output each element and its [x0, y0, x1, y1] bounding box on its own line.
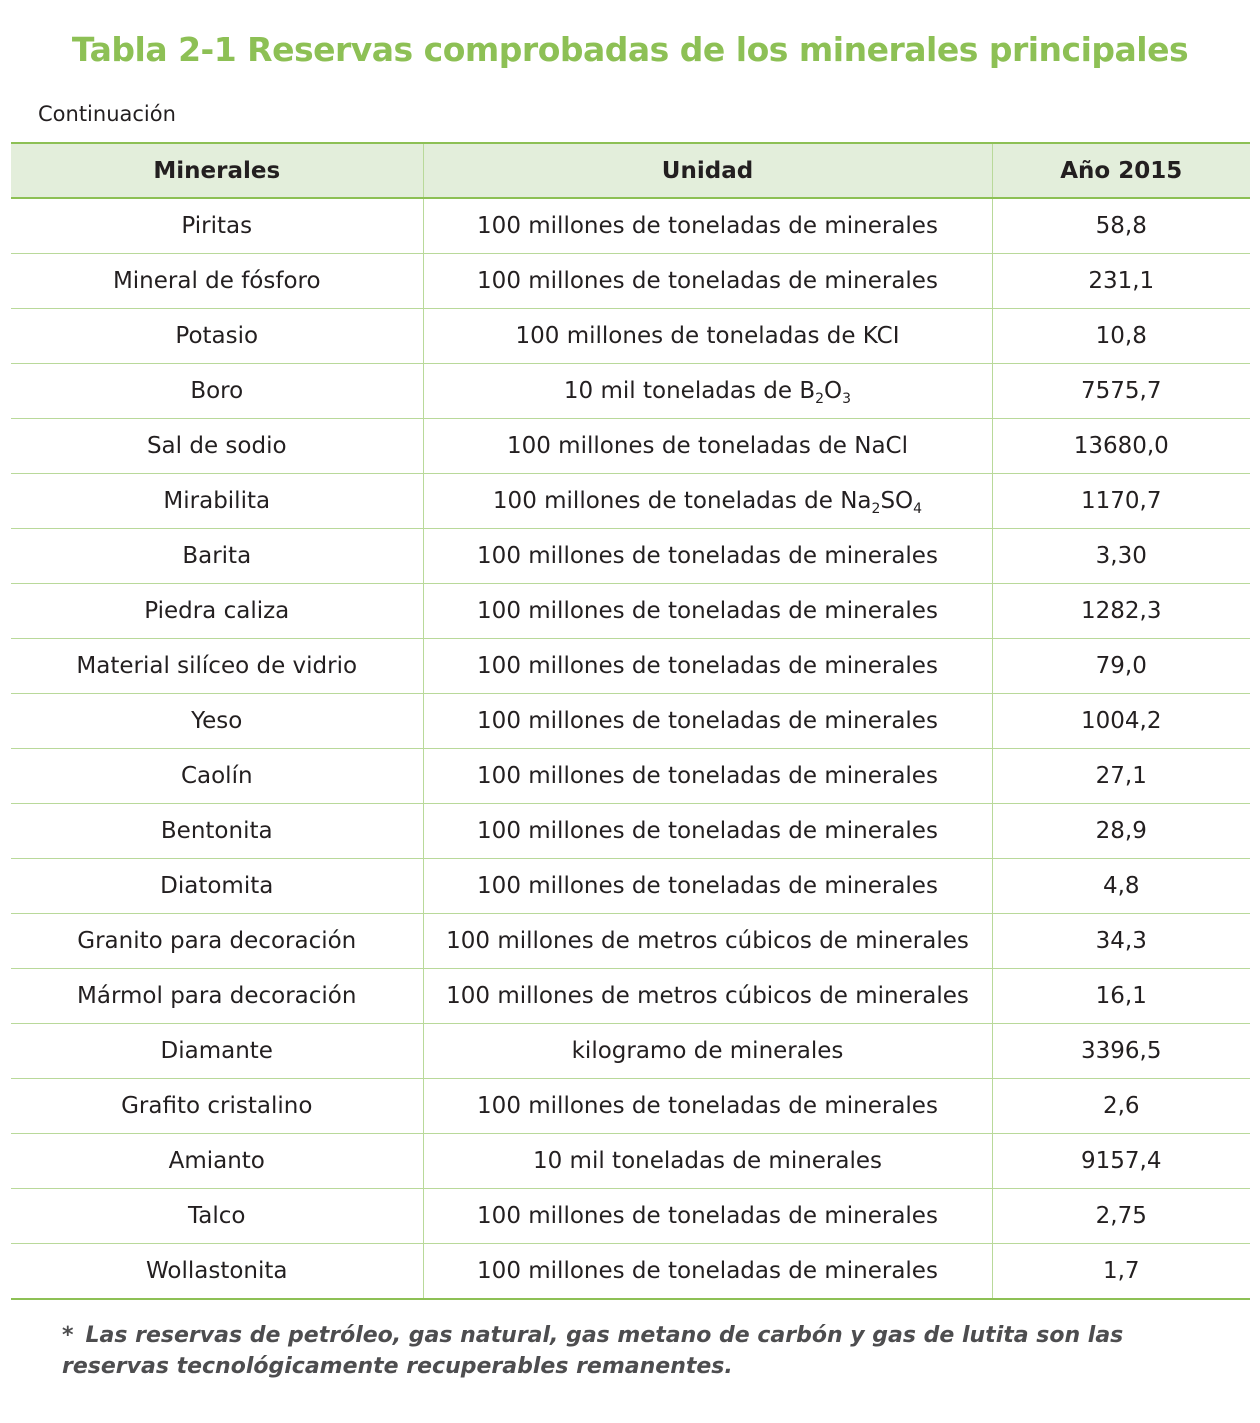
unit-text: O — [824, 378, 843, 404]
cell-mineral: Diamante — [11, 1023, 423, 1079]
cell-unit: 100 millones de toneladas de minerales — [422, 858, 992, 914]
table-row: Boro 10 mil toneladas de B2O3 7575,7 — [11, 363, 1250, 419]
cell-unit: 100 millones de toneladas de NaCl — [422, 418, 992, 474]
footnote: * Las reservas de petróleo, gas natural, … — [62, 1320, 1222, 1382]
table-row: Mineral de fósforo 100 millones de tonela… — [11, 253, 1250, 309]
cell-unit: 100 millones de metros cúbicos de minera… — [422, 913, 992, 969]
cell-value: 16,1 — [991, 968, 1250, 1024]
cell-unit: 100 millones de toneladas de minerales — [422, 803, 992, 859]
cell-value: 13680,0 — [991, 418, 1250, 474]
cell-mineral: Amianto — [11, 1133, 423, 1189]
table-row: Diamante kilogramo de minerales 3396,5 — [11, 1023, 1250, 1079]
cell-unit: 100 millones de toneladas de minerales — [422, 198, 992, 254]
cell-mineral: Barita — [11, 528, 423, 584]
cell-mineral: Piritas — [11, 198, 423, 254]
cell-value: 1004,2 — [991, 693, 1250, 749]
footnote-symbol: * — [62, 1323, 74, 1348]
cell-unit: 100 millones de toneladas de minerales — [422, 253, 992, 309]
table-row: Piedra caliza 100 millones de toneladas d… — [11, 583, 1250, 639]
cell-unit: 100 millones de toneladas de Na2SO4 — [422, 473, 992, 529]
cell-mineral: Wollastonita — [11, 1243, 423, 1300]
cell-value: 34,3 — [991, 913, 1250, 969]
cell-mineral: Yeso — [11, 693, 423, 749]
table-row: Granito para decoración 100 millones de m… — [11, 913, 1250, 969]
table-row: Diatomita 100 millones de toneladas de mi… — [11, 858, 1250, 914]
header-unit: Unidad — [422, 142, 992, 199]
table-row: Talco 100 millones de toneladas de minera… — [11, 1188, 1250, 1244]
cell-value: 58,8 — [991, 198, 1250, 254]
unit-text: SO — [880, 488, 914, 514]
cell-value: 1170,7 — [991, 473, 1250, 529]
cell-unit: 100 millones de toneladas de minerales — [422, 1078, 992, 1134]
cell-value: 10,8 — [991, 308, 1250, 364]
header-year: Año 2015 — [991, 142, 1250, 199]
unit-subscript: 3 — [842, 391, 852, 407]
unit-text: 100 millones de toneladas de Na — [492, 488, 872, 514]
cell-unit: 100 millones de toneladas de KCI — [422, 308, 992, 364]
table-row: Potasio 100 millones de toneladas de KCI 1… — [11, 308, 1250, 364]
cell-value: 231,1 — [991, 253, 1250, 309]
cell-unit: 100 millones de toneladas de minerales — [422, 748, 992, 804]
table-body: Piritas 100 millones de toneladas de mine… — [11, 198, 1250, 1300]
cell-mineral: Potasio — [11, 308, 423, 364]
cell-unit: 10 mil toneladas de minerales — [422, 1133, 992, 1189]
cell-value: 28,9 — [991, 803, 1250, 859]
cell-unit: 100 millones de toneladas de minerales — [422, 528, 992, 584]
table-row: Yeso 100 millones de toneladas de mineral… — [11, 693, 1250, 749]
cell-unit: 100 millones de toneladas de minerales — [422, 693, 992, 749]
unit-subscript: 4 — [913, 501, 923, 517]
table-row: Mirabilita 100 millones de toneladas de N… — [11, 473, 1250, 529]
header-minerals: Minerales — [11, 142, 423, 199]
table-row: Mármol para decoración 100 millones de me… — [11, 968, 1250, 1024]
cell-mineral: Mineral de fósforo — [11, 253, 423, 309]
table-row: Amianto 10 mil toneladas de minerales 9157… — [11, 1133, 1250, 1189]
cell-value: 79,0 — [991, 638, 1250, 694]
unit-subscript: 2 — [815, 391, 825, 407]
table-row: Piritas 100 millones de toneladas de mine… — [11, 198, 1250, 254]
table-row: Grafito cristalino 100 millones de tonela… — [11, 1078, 1250, 1134]
cell-value: 7575,7 — [991, 363, 1250, 419]
cell-mineral: Talco — [11, 1188, 423, 1244]
cell-mineral: Piedra caliza — [11, 583, 423, 639]
table-row: Sal de sodio 100 millones de toneladas de… — [11, 418, 1250, 474]
cell-mineral: Diatomita — [11, 858, 423, 914]
cell-unit: 100 millones de metros cúbicos de minera… — [422, 968, 992, 1024]
table-row: Bentonita 100 millones de toneladas de mi… — [11, 803, 1250, 859]
table-row: Material silíceo de vidrio 100 millones d… — [11, 638, 1250, 694]
cell-value: 2,6 — [991, 1078, 1250, 1134]
page-title: Tabla 2-1 Reservas comprobadas de los mi… — [71, 30, 1189, 69]
cell-value: 4,8 — [991, 858, 1250, 914]
cell-unit: 100 millones de toneladas de minerales — [422, 1188, 992, 1244]
minerals-table: Minerales Unidad Año 2015 Piritas 100 mil… — [11, 142, 1250, 1300]
cell-mineral: Material silíceo de vidrio — [11, 638, 423, 694]
cell-value: 2,75 — [991, 1188, 1250, 1244]
cell-unit: 100 millones de toneladas de minerales — [422, 638, 992, 694]
table-row: Caolín 100 millones de toneladas de miner… — [11, 748, 1250, 804]
cell-mineral: Granito para decoración — [11, 913, 423, 969]
cell-value: 9157,4 — [991, 1133, 1250, 1189]
unit-subscript: 2 — [871, 501, 881, 517]
cell-unit: 10 mil toneladas de B2O3 — [422, 363, 992, 419]
cell-mineral: Mirabilita — [11, 473, 423, 529]
cell-mineral: Mármol para decoración — [11, 968, 423, 1024]
cell-value: 3396,5 — [991, 1023, 1250, 1079]
footnote-text: Las reservas de petróleo, gas natural, g… — [62, 1323, 1124, 1379]
table-row: Barita 100 millones de toneladas de miner… — [11, 528, 1250, 584]
cell-unit: 100 millones de toneladas de minerales — [422, 1243, 992, 1300]
cell-value: 3,30 — [991, 528, 1250, 584]
cell-unit: 100 millones de toneladas de minerales — [422, 583, 992, 639]
cell-mineral: Sal de sodio — [11, 418, 423, 474]
cell-mineral: Caolín — [11, 748, 423, 804]
cell-value: 1282,3 — [991, 583, 1250, 639]
cell-value: 1,7 — [991, 1243, 1250, 1300]
cell-mineral: Grafito cristalino — [11, 1078, 423, 1134]
cell-mineral: Boro — [11, 363, 423, 419]
continuation-label: Continuación — [38, 102, 176, 126]
unit-text: 10 mil toneladas de B — [563, 378, 816, 404]
table-row: Wollastonita 100 millones de toneladas de… — [11, 1243, 1250, 1300]
cell-unit: kilogramo de minerales — [422, 1023, 992, 1079]
cell-value: 27,1 — [991, 748, 1250, 804]
cell-mineral: Bentonita — [11, 803, 423, 859]
table-header-row: Minerales Unidad Año 2015 — [11, 142, 1250, 199]
